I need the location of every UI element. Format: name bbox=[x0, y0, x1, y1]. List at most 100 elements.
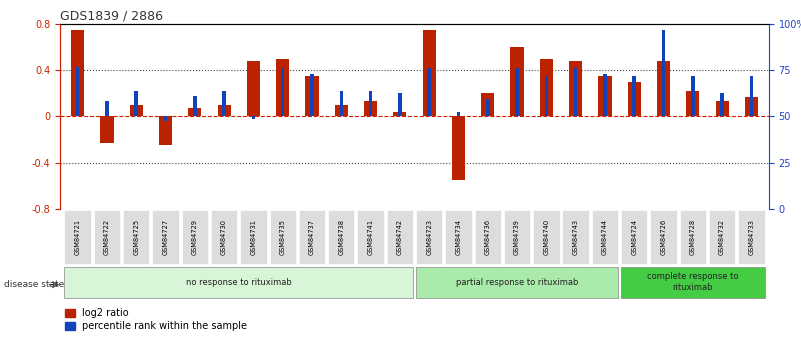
Text: GSM84735: GSM84735 bbox=[280, 219, 286, 255]
Bar bbox=[745, 97, 758, 117]
Text: GSM84741: GSM84741 bbox=[368, 219, 373, 255]
Text: GSM84729: GSM84729 bbox=[191, 219, 198, 255]
Text: no response to rituximab: no response to rituximab bbox=[186, 277, 292, 287]
FancyBboxPatch shape bbox=[299, 210, 325, 264]
FancyBboxPatch shape bbox=[474, 210, 501, 264]
FancyBboxPatch shape bbox=[211, 210, 237, 264]
FancyBboxPatch shape bbox=[679, 210, 706, 264]
Text: GSM84730: GSM84730 bbox=[221, 219, 227, 255]
Bar bbox=[100, 117, 114, 143]
Bar bbox=[135, 91, 138, 117]
Text: GSM84744: GSM84744 bbox=[602, 219, 608, 255]
Bar bbox=[130, 105, 143, 117]
Bar bbox=[545, 76, 548, 117]
Text: GSM84738: GSM84738 bbox=[338, 219, 344, 255]
Bar bbox=[364, 101, 377, 117]
FancyBboxPatch shape bbox=[533, 210, 560, 264]
FancyBboxPatch shape bbox=[123, 210, 150, 264]
FancyBboxPatch shape bbox=[504, 210, 530, 264]
Text: GSM84742: GSM84742 bbox=[396, 219, 403, 255]
Bar bbox=[76, 67, 79, 117]
Bar bbox=[633, 76, 636, 117]
FancyBboxPatch shape bbox=[269, 210, 296, 264]
FancyBboxPatch shape bbox=[709, 210, 735, 264]
Bar bbox=[540, 59, 553, 117]
FancyBboxPatch shape bbox=[416, 267, 618, 298]
Text: GSM84732: GSM84732 bbox=[719, 219, 725, 255]
Bar bbox=[510, 47, 524, 117]
FancyBboxPatch shape bbox=[152, 210, 179, 264]
FancyBboxPatch shape bbox=[328, 210, 355, 264]
Text: GDS1839 / 2886: GDS1839 / 2886 bbox=[60, 10, 163, 23]
Bar bbox=[218, 105, 231, 117]
FancyBboxPatch shape bbox=[739, 210, 765, 264]
Bar bbox=[569, 61, 582, 117]
Bar bbox=[335, 105, 348, 117]
FancyBboxPatch shape bbox=[182, 210, 208, 264]
FancyBboxPatch shape bbox=[445, 210, 472, 264]
Text: partial response to rituximab: partial response to rituximab bbox=[456, 277, 578, 287]
Text: GSM84743: GSM84743 bbox=[573, 219, 578, 255]
FancyBboxPatch shape bbox=[387, 210, 413, 264]
Bar bbox=[657, 61, 670, 117]
Text: disease state: disease state bbox=[4, 280, 64, 289]
FancyBboxPatch shape bbox=[592, 210, 618, 264]
FancyBboxPatch shape bbox=[621, 210, 647, 264]
Bar bbox=[276, 59, 289, 117]
Bar bbox=[486, 99, 489, 117]
Bar bbox=[193, 96, 196, 117]
Text: GSM84737: GSM84737 bbox=[309, 219, 315, 255]
Bar bbox=[423, 30, 436, 117]
Bar bbox=[340, 91, 343, 117]
Text: complete response to
rituximab: complete response to rituximab bbox=[647, 272, 739, 292]
Text: GSM84733: GSM84733 bbox=[748, 219, 755, 255]
FancyBboxPatch shape bbox=[562, 210, 589, 264]
FancyBboxPatch shape bbox=[416, 210, 442, 264]
Bar bbox=[515, 68, 519, 117]
Bar bbox=[598, 76, 611, 117]
Text: GSM84724: GSM84724 bbox=[631, 219, 638, 255]
Text: GSM84728: GSM84728 bbox=[690, 219, 696, 255]
Bar bbox=[603, 74, 606, 117]
Bar bbox=[105, 101, 109, 117]
FancyBboxPatch shape bbox=[357, 210, 384, 264]
Bar bbox=[188, 108, 201, 117]
Bar bbox=[715, 101, 729, 117]
FancyBboxPatch shape bbox=[94, 210, 120, 264]
Text: GSM84734: GSM84734 bbox=[456, 219, 461, 255]
Bar bbox=[159, 117, 172, 145]
FancyBboxPatch shape bbox=[64, 267, 413, 298]
Bar bbox=[393, 112, 406, 117]
Bar bbox=[428, 68, 431, 117]
Text: GSM84731: GSM84731 bbox=[251, 219, 256, 255]
Bar bbox=[686, 91, 699, 117]
Text: GSM84721: GSM84721 bbox=[74, 219, 81, 255]
Text: GSM84723: GSM84723 bbox=[426, 219, 433, 255]
Text: GSM84739: GSM84739 bbox=[514, 219, 520, 255]
Bar bbox=[247, 61, 260, 117]
Bar bbox=[662, 30, 666, 117]
Bar bbox=[628, 82, 641, 117]
Bar bbox=[223, 91, 226, 117]
Bar bbox=[750, 76, 753, 117]
FancyBboxPatch shape bbox=[621, 267, 765, 298]
Bar bbox=[481, 93, 494, 117]
Text: GSM84722: GSM84722 bbox=[104, 219, 110, 255]
Bar bbox=[71, 30, 84, 117]
Bar bbox=[310, 74, 314, 117]
Bar bbox=[163, 117, 167, 121]
Bar bbox=[457, 112, 461, 117]
Bar bbox=[281, 68, 284, 117]
Bar bbox=[368, 91, 372, 117]
FancyBboxPatch shape bbox=[650, 210, 677, 264]
Bar bbox=[452, 117, 465, 180]
Bar bbox=[574, 68, 578, 117]
Text: GSM84726: GSM84726 bbox=[661, 219, 666, 255]
Legend: log2 ratio, percentile rank within the sample: log2 ratio, percentile rank within the s… bbox=[65, 308, 248, 332]
Bar bbox=[720, 93, 724, 117]
Text: GSM84725: GSM84725 bbox=[133, 219, 139, 255]
Bar bbox=[252, 117, 256, 119]
Text: GSM84740: GSM84740 bbox=[543, 219, 549, 255]
Text: GSM84736: GSM84736 bbox=[485, 219, 491, 255]
Bar bbox=[305, 76, 319, 117]
